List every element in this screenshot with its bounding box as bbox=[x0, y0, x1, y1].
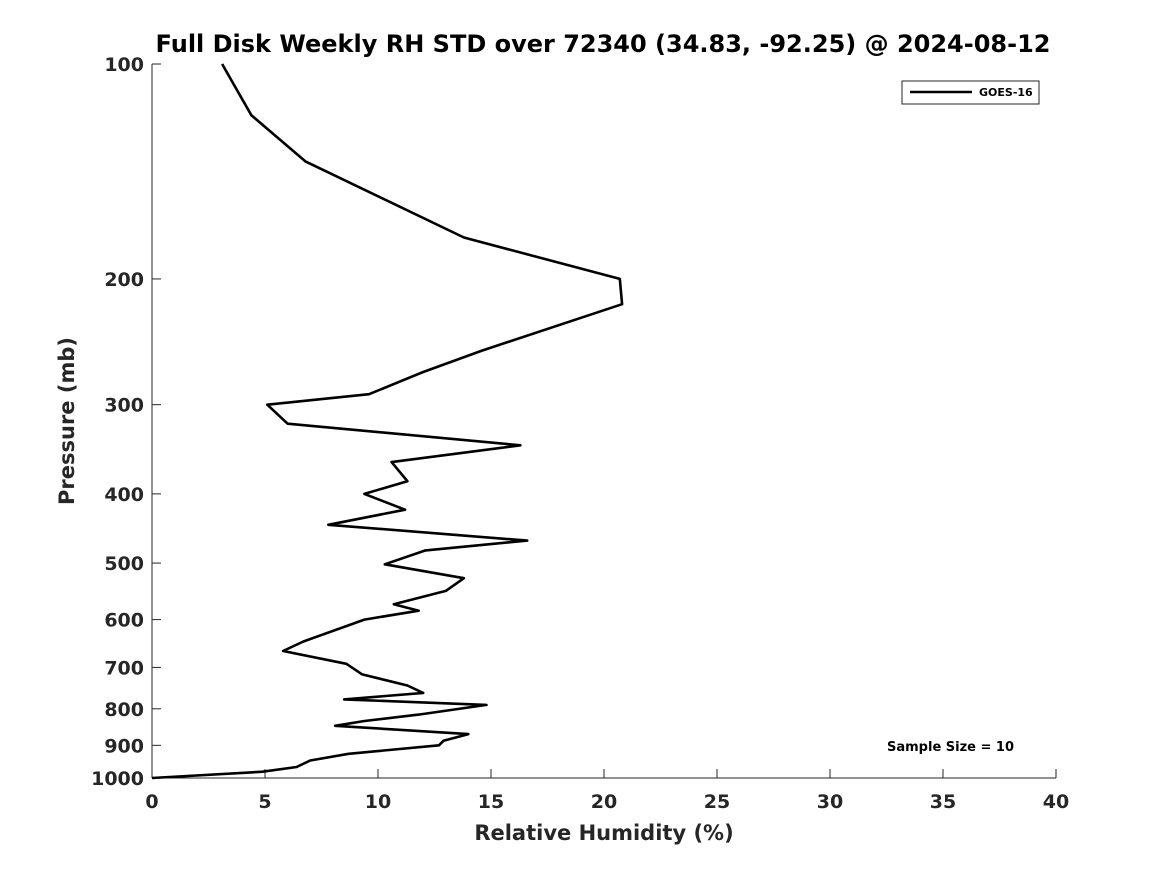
x-tick-label: 20 bbox=[591, 791, 617, 813]
x-axis-label: Relative Humidity (%) bbox=[474, 821, 733, 845]
y-tick-label: 600 bbox=[104, 610, 144, 632]
y-tick-label: 800 bbox=[104, 699, 144, 721]
y-tick-label: 1000 bbox=[91, 768, 144, 790]
x-tick-label: 10 bbox=[365, 791, 391, 813]
y-tick-label: 100 bbox=[104, 54, 144, 76]
legend-label: GOES-16 bbox=[979, 86, 1033, 99]
y-tick-label: 300 bbox=[104, 395, 144, 417]
chart-title: Full Disk Weekly RH STD over 72340 (34.8… bbox=[156, 30, 1051, 58]
y-tick-label: 700 bbox=[104, 657, 144, 679]
x-tick-label: 15 bbox=[478, 791, 504, 813]
y-tick-label: 500 bbox=[104, 553, 144, 575]
x-tick-label: 0 bbox=[145, 791, 158, 813]
y-axis-label: Pressure (mb) bbox=[55, 337, 79, 505]
series-line-goes-16 bbox=[151, 63, 624, 780]
plot-area: 0 5 10 15 20 25 30 35 40 100 200 300 400 500 600 700 800… bbox=[91, 54, 1069, 813]
sample-size-annotation: Sample Size = 10 bbox=[887, 740, 1014, 755]
y-tick-label: 200 bbox=[104, 269, 144, 291]
y-tick-label: 900 bbox=[104, 735, 144, 757]
x-tick-label: 30 bbox=[817, 791, 843, 813]
x-tick-label: 40 bbox=[1043, 791, 1069, 813]
x-tick-label: 35 bbox=[930, 791, 956, 813]
y-tick-label: 400 bbox=[104, 484, 144, 506]
x-tick-label: 5 bbox=[258, 791, 271, 813]
x-tick-label: 25 bbox=[704, 791, 730, 813]
